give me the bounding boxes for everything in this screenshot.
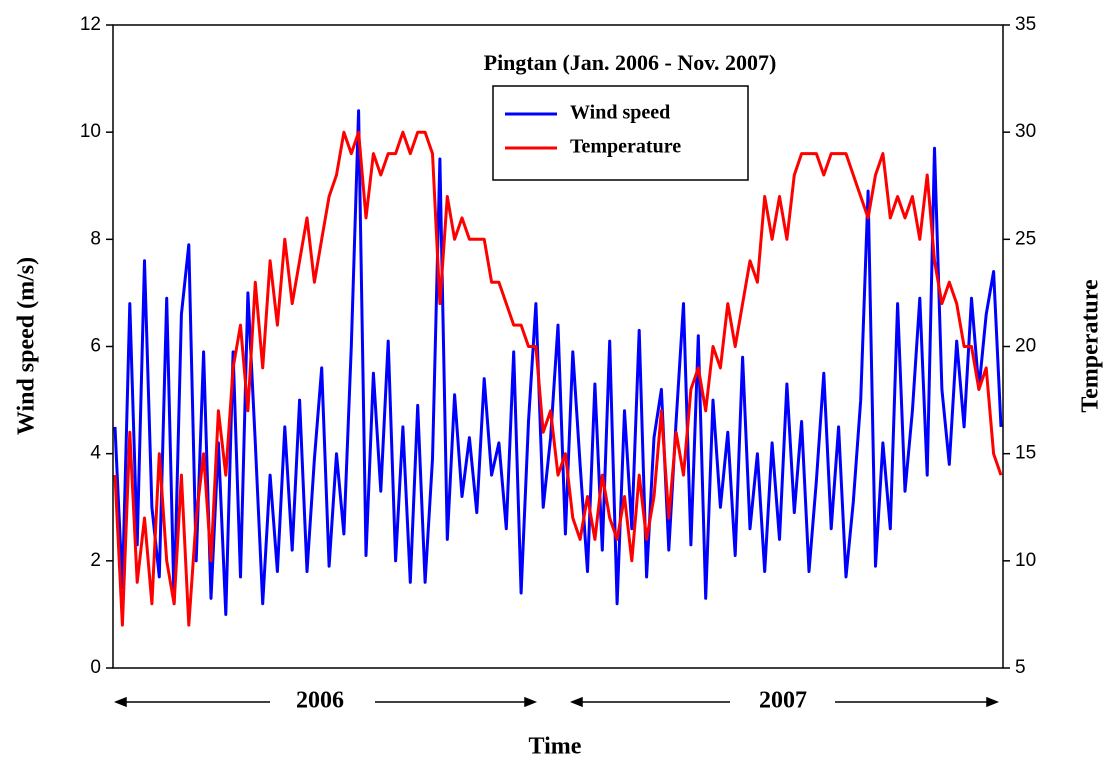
y-axis-label: Wind speed (m/s) bbox=[14, 257, 40, 435]
y-tick-label: 2 bbox=[90, 550, 101, 571]
period-arrows bbox=[113, 696, 1000, 708]
y-tick-label: 8 bbox=[90, 228, 101, 249]
y2-tick-label: 15 bbox=[1015, 443, 1036, 464]
y2-tick-label: 30 bbox=[1015, 121, 1036, 142]
legend-label: Wind speed bbox=[570, 102, 670, 124]
y-tick-label: 4 bbox=[90, 443, 101, 464]
y2-axis-label: Temperature bbox=[1078, 279, 1104, 413]
y2-tick-label: 10 bbox=[1015, 550, 1036, 571]
y-tick-label: 10 bbox=[80, 121, 101, 142]
y2-tick-label: 5 bbox=[1015, 657, 1026, 678]
x-axis-label: Time bbox=[529, 734, 582, 760]
y2-tick-label: 35 bbox=[1015, 14, 1036, 35]
legend-box bbox=[492, 85, 749, 181]
y2-tick-label: 25 bbox=[1015, 228, 1036, 249]
series-line bbox=[113, 109, 1003, 616]
legend-label: Temperature bbox=[570, 136, 681, 158]
chart-title: Pingtan (Jan. 2006 - Nov. 2007) bbox=[484, 50, 777, 75]
y2-tick-label: 20 bbox=[1015, 336, 1036, 357]
annotation: 2006 bbox=[296, 688, 344, 714]
series-line bbox=[113, 130, 1003, 627]
y-tick-label: 6 bbox=[90, 336, 101, 357]
annotation: 2007 bbox=[759, 688, 807, 714]
y-tick-label: 0 bbox=[90, 657, 101, 678]
plot-area bbox=[113, 109, 1003, 627]
y-tick-label: 12 bbox=[80, 14, 101, 35]
